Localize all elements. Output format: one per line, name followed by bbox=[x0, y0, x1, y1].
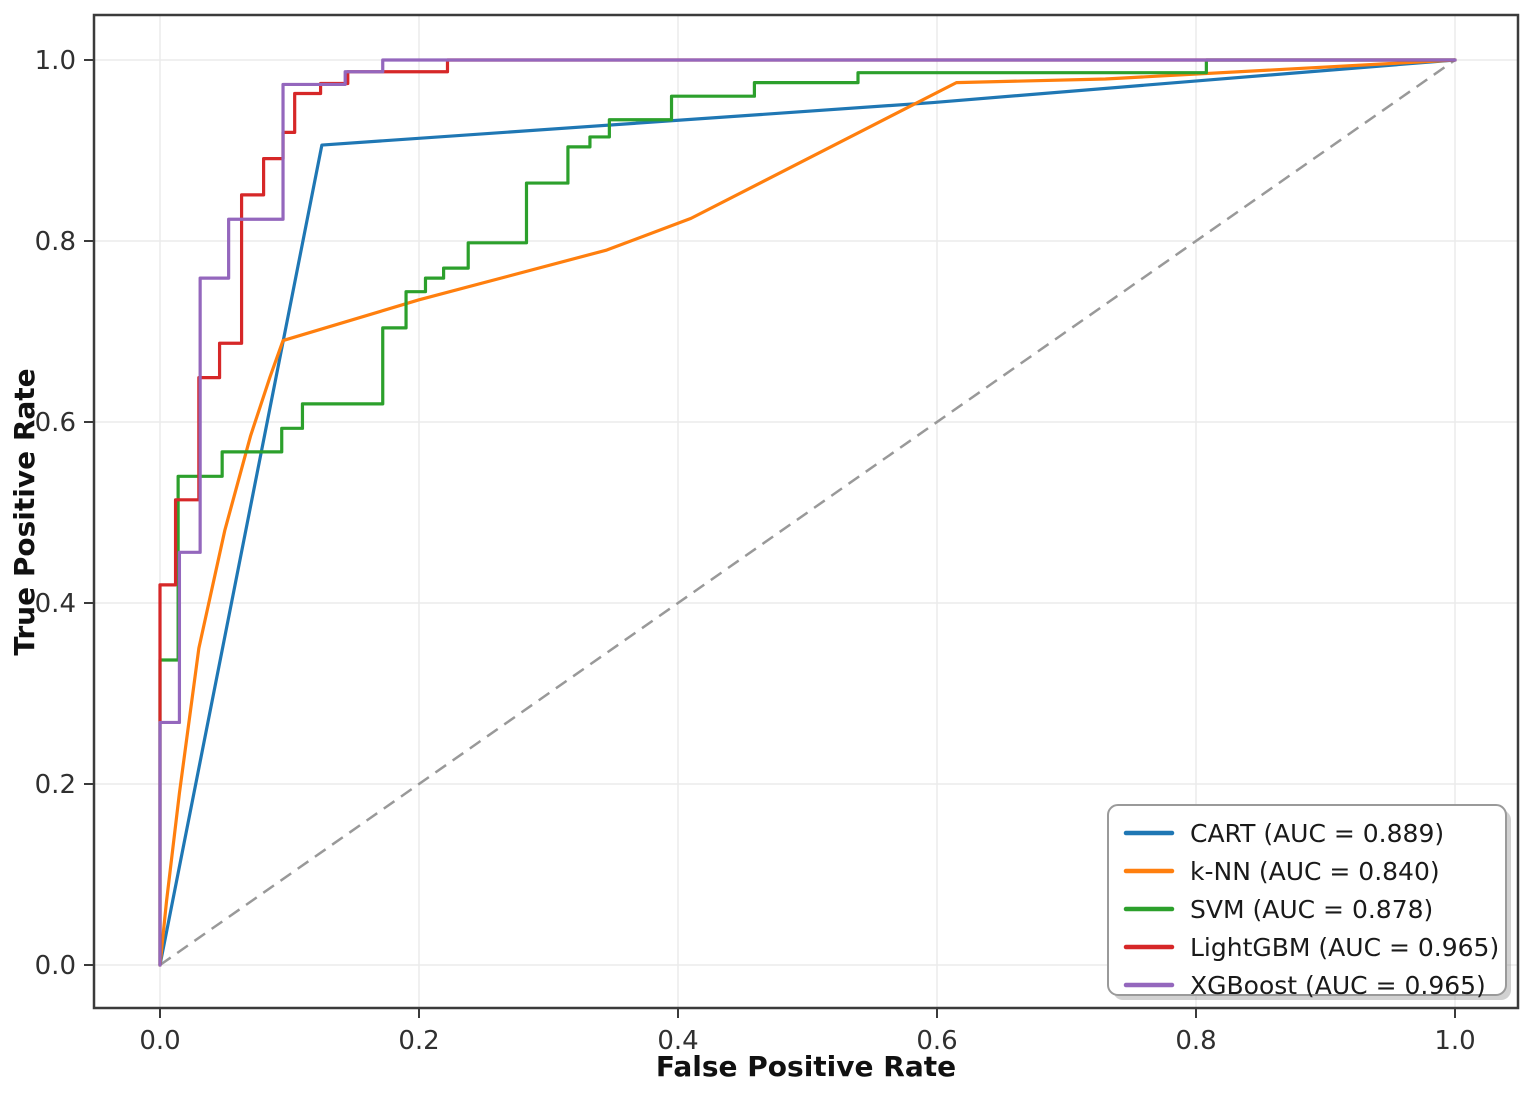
legend: CART (AUC = 0.889) k-NN (AUC = 0.840) SVM … bbox=[1107, 804, 1511, 1000]
plot-border bbox=[92, 13, 1520, 1010]
roc-curve-svm bbox=[158, 58, 1457, 967]
y-tick-labels: 0.0 0.2 0.4 0.6 0.8 1.0 bbox=[35, 46, 76, 981]
legend-label-knn: k-NN (AUC = 0.840) bbox=[1190, 857, 1440, 886]
roc-curve-xgboost bbox=[158, 58, 1457, 967]
y-tick-label: 1.0 bbox=[35, 46, 76, 76]
legend-label-xgboost: XGBoost (AUC = 0.965) bbox=[1190, 971, 1486, 1000]
reference-line-group bbox=[159, 58, 1456, 967]
x-tick-label: 0.4 bbox=[657, 1026, 698, 1056]
x-axis-label: False Positive Rate bbox=[656, 1050, 956, 1083]
x-tick-labels: 0.0 0.2 0.4 0.6 0.8 1.0 bbox=[139, 1026, 1475, 1056]
y-axis-label: True Positive Rate bbox=[8, 368, 41, 655]
y-tick-label: 0.6 bbox=[35, 408, 76, 438]
legend-label-cart: CART (AUC = 0.889) bbox=[1190, 819, 1444, 848]
x-tick-label: 0.8 bbox=[1175, 1026, 1216, 1056]
roc-curves bbox=[158, 58, 1457, 967]
legend-item-cart: CART (AUC = 0.889) bbox=[1123, 819, 1444, 848]
axis-ticks bbox=[84, 59, 1456, 1018]
y-tick-label: 0.2 bbox=[35, 770, 76, 800]
legend-item-lightgbm: LightGBM (AUC = 0.965) bbox=[1123, 933, 1499, 962]
legend-item-svm: SVM (AUC = 0.878) bbox=[1123, 895, 1433, 924]
x-tick-label: 1.0 bbox=[1434, 1026, 1475, 1056]
legend-items: CART (AUC = 0.889) k-NN (AUC = 0.840) SVM … bbox=[1123, 819, 1499, 1000]
legend-item-knn: k-NN (AUC = 0.840) bbox=[1123, 857, 1440, 886]
x-tick-label: 0.6 bbox=[916, 1026, 957, 1056]
legend-box bbox=[1107, 804, 1507, 996]
y-tick-label: 0.0 bbox=[35, 951, 76, 981]
legend-label-lightgbm: LightGBM (AUC = 0.965) bbox=[1190, 933, 1499, 962]
legend-item-xgboost: XGBoost (AUC = 0.965) bbox=[1123, 971, 1486, 1000]
chance-diagonal bbox=[159, 58, 1456, 967]
legend-label-svm: SVM (AUC = 0.878) bbox=[1190, 895, 1433, 924]
gridlines bbox=[94, 15, 1518, 1008]
x-tick-label: 0.2 bbox=[398, 1026, 439, 1056]
roc-curve-knn bbox=[158, 58, 1457, 967]
y-tick-label: 0.8 bbox=[35, 227, 76, 257]
y-tick-label: 0.4 bbox=[35, 589, 76, 619]
roc-curve-lightgbm bbox=[158, 58, 1457, 967]
x-tick-label: 0.0 bbox=[139, 1026, 180, 1056]
roc-curve-cart bbox=[158, 58, 1457, 967]
